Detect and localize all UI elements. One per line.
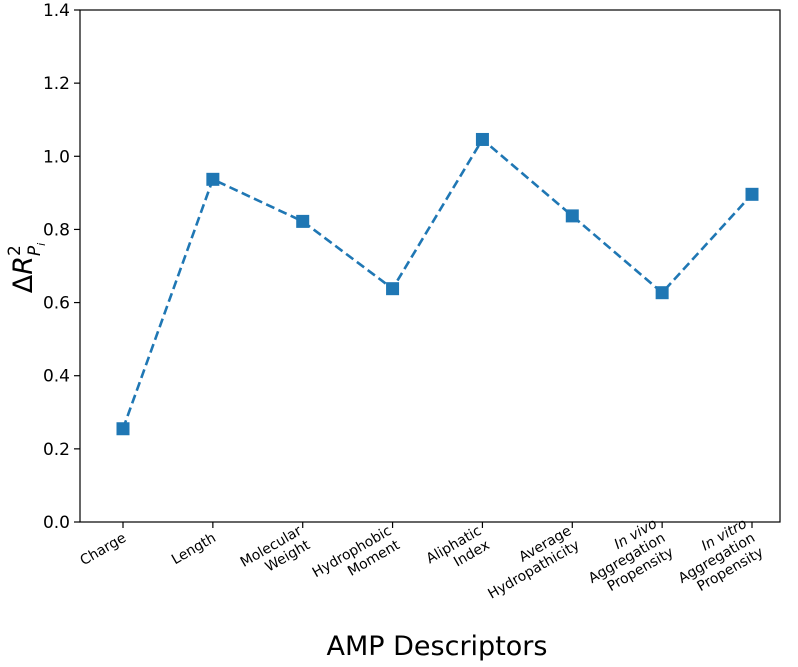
x-tick-label: Length <box>169 530 219 568</box>
y-tick-label: 0.0 <box>43 513 70 533</box>
data-point <box>206 172 220 186</box>
x-tick-label-line: Charge <box>77 530 129 569</box>
x-tick-label-line: Length <box>169 530 219 568</box>
y-tick-label: 0.2 <box>43 440 70 460</box>
y-axis-title: ΔR2Pi <box>5 243 48 293</box>
y-tick-label: 0.6 <box>43 294 70 314</box>
data-point <box>745 187 759 201</box>
plot-frame <box>79 9 781 523</box>
svg-text:ΔR2Pi: ΔR2Pi <box>5 243 48 293</box>
data-point <box>565 209 579 223</box>
data-point <box>296 214 310 228</box>
x-tick-label: Charge <box>77 530 129 569</box>
y-tick-label: 0.8 <box>43 220 70 240</box>
plot-area <box>80 10 780 522</box>
x-axis-ticks: Charge Length MolecularWeightHydrophobicMo… <box>77 516 766 603</box>
data-point <box>386 282 400 296</box>
y-tick-label: 1.2 <box>43 74 70 94</box>
series-line <box>121 137 753 430</box>
y-tick-label: 1.0 <box>43 147 70 167</box>
series-group <box>116 132 759 436</box>
x-axis-title: AMP Descriptors <box>327 631 548 662</box>
y-axis-ticks: 0.0 0.2 0.4 0.6 0.8 1.0 1.2 1.4 <box>43 1 80 533</box>
y-tick-label: 0.4 <box>43 367 70 387</box>
data-point <box>655 286 669 300</box>
data-point <box>475 132 489 146</box>
y-tick-label: 1.4 <box>43 1 70 21</box>
data-point <box>116 422 130 436</box>
